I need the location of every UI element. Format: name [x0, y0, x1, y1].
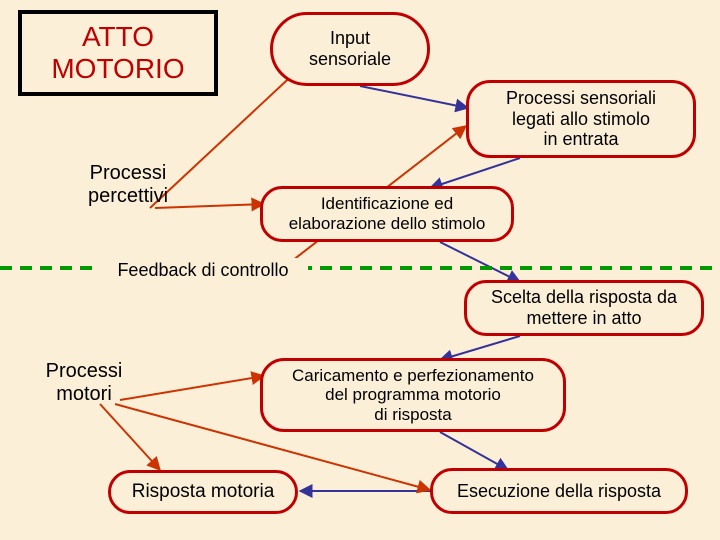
arrow	[360, 86, 468, 108]
identificazione-node: Identificazione edelaborazione dello sti…	[260, 186, 514, 242]
caricamento-label: Caricamento e perfezionamentodel program…	[292, 366, 534, 425]
identificazione-label: Identificazione edelaborazione dello sti…	[289, 194, 486, 233]
scelta-label: Scelta della risposta damettere in atto	[491, 287, 677, 328]
esecuzione-label: Esecuzione della risposta	[457, 481, 661, 502]
title-text: ATTOMOTORIO	[51, 21, 184, 85]
percettivi-label-node: Processipercettivi	[58, 160, 198, 210]
risposta-label: Risposta motoria	[132, 481, 275, 503]
caricamento-node: Caricamento e perfezionamentodel program…	[260, 358, 566, 432]
feedback-label: Feedback di controllo	[117, 260, 288, 281]
scelta-node: Scelta della risposta damettere in atto	[464, 280, 704, 336]
title-box: ATTOMOTORIO	[18, 10, 218, 96]
input-label: Inputsensoriale	[309, 28, 391, 69]
motori-label-node: Processimotori	[24, 358, 144, 408]
motori-label: Processimotori	[46, 360, 123, 406]
sensoriali-node: Processi sensorialilegati allo stimoloin…	[466, 80, 696, 158]
feedback-label-node: Feedback di controllo	[98, 258, 308, 282]
esecuzione-node: Esecuzione della risposta	[430, 468, 688, 514]
arrow	[430, 158, 520, 188]
arrow	[440, 336, 520, 360]
arrow	[100, 404, 160, 470]
arrow	[440, 242, 520, 282]
sensoriali-label: Processi sensorialilegati allo stimoloin…	[506, 88, 656, 150]
percettivi-label: Processipercettivi	[88, 162, 168, 208]
risposta-node: Risposta motoria	[108, 470, 298, 514]
input-node: Inputsensoriale	[270, 12, 430, 86]
arrow	[440, 432, 508, 470]
